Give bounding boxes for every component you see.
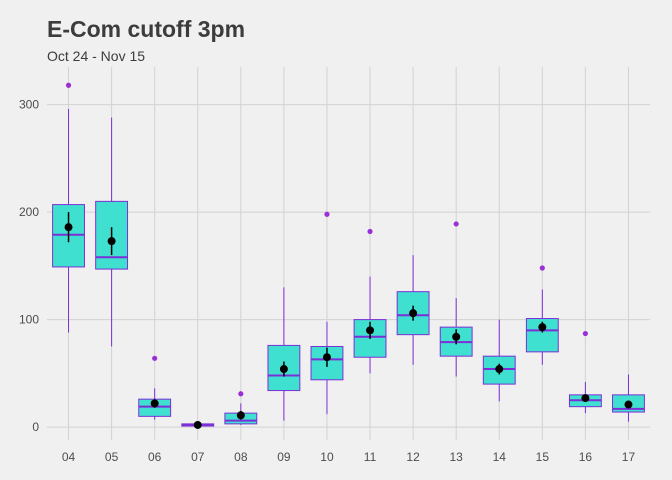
x-tick-label: 06	[148, 450, 162, 464]
y-tick-label: 300	[19, 98, 39, 112]
y-tick-label: 0	[32, 420, 39, 434]
x-tick-label: 08	[234, 450, 248, 464]
mean-point	[495, 365, 504, 374]
outlier-point	[453, 221, 459, 227]
chart-subtitle: Oct 24 - Nov 15	[47, 48, 146, 64]
x-tick-label: 07	[191, 450, 205, 464]
x-tick-label: 05	[105, 450, 119, 464]
x-tick-label: 13	[449, 450, 463, 464]
outlier-point	[539, 265, 545, 271]
x-tick-label: 09	[277, 450, 291, 464]
mean-point	[409, 309, 418, 318]
outlier-point	[324, 211, 330, 217]
mean-point	[581, 394, 590, 403]
mean-point	[624, 400, 633, 409]
chart-title: E-Com cutoff 3pm	[47, 16, 246, 42]
outlier-point	[152, 355, 158, 361]
x-tick-label: 15	[536, 450, 550, 464]
mean-point	[64, 223, 73, 232]
y-tick-label: 100	[19, 313, 39, 327]
y-tick-label: 200	[19, 205, 39, 219]
mean-point	[107, 237, 116, 246]
x-tick-label: 04	[62, 450, 76, 464]
mean-point	[236, 411, 245, 420]
mean-point	[538, 323, 547, 332]
outlier-point	[65, 82, 72, 88]
x-tick-label: 12	[406, 450, 420, 464]
mean-point	[193, 420, 202, 429]
outlier-point	[367, 228, 373, 235]
x-tick-label: 16	[579, 450, 593, 464]
outlier-point	[582, 330, 588, 337]
mean-point	[366, 326, 375, 335]
mean-point	[322, 353, 331, 362]
x-tick-label: 11	[364, 450, 377, 464]
outlier-point	[238, 391, 244, 397]
mean-point	[452, 332, 461, 341]
x-tick-label: 14	[493, 450, 507, 464]
x-tick-label: 17	[622, 450, 636, 464]
mean-point	[150, 399, 159, 408]
x-tick-label: 10	[320, 450, 334, 464]
mean-point	[279, 365, 288, 374]
